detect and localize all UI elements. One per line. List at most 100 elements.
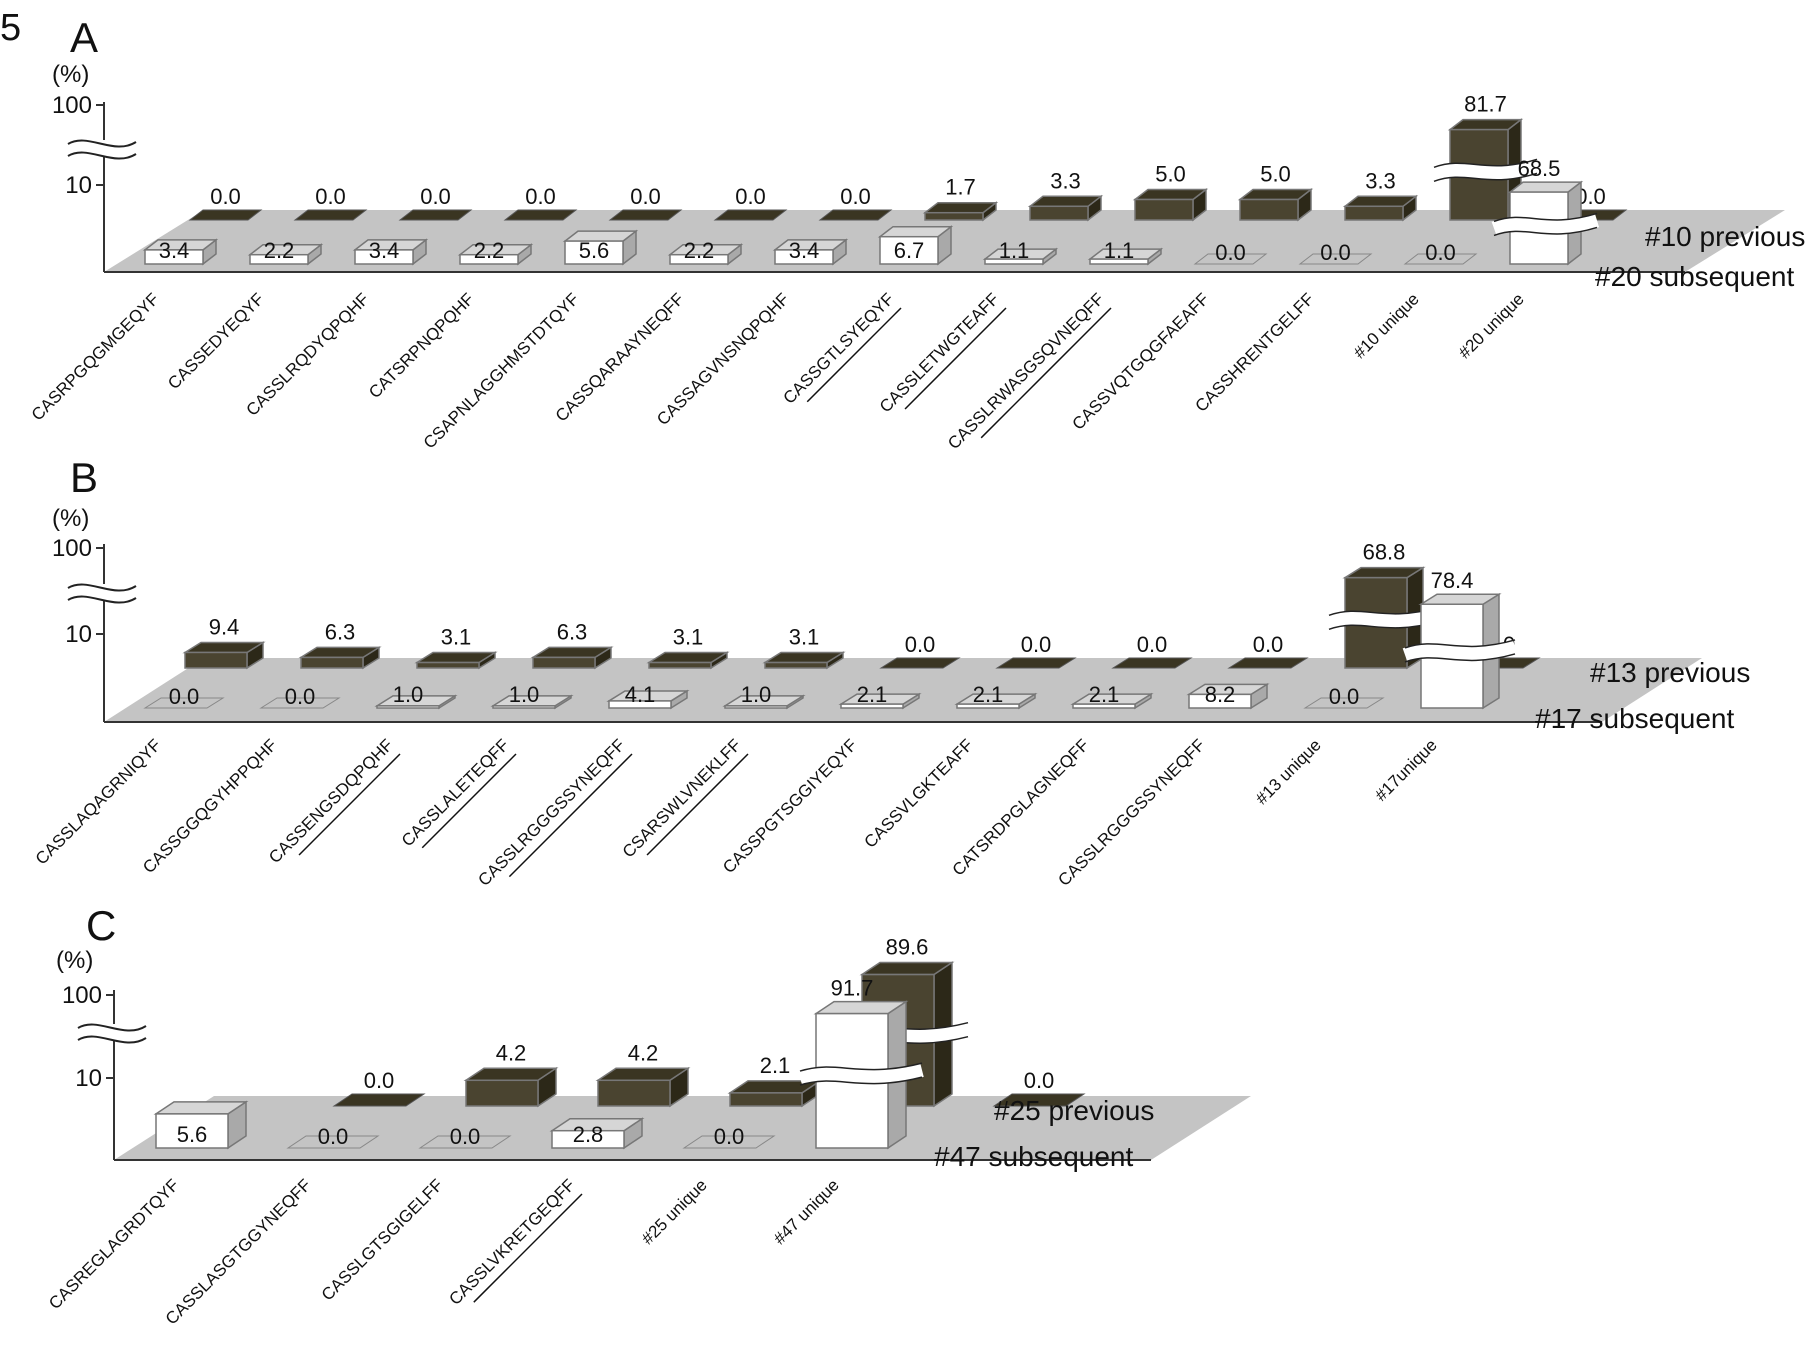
category-label: CASRPGQGMGEQYF [28,289,163,424]
category-label: CASSLASGTGGYNEQFF [162,1175,315,1328]
panel-letter: C [86,902,116,949]
value-label-previous: 3.3 [1365,168,1396,193]
category-label: #20 unique [1455,289,1528,362]
value-label-subsequent: 2.1 [1089,682,1120,707]
value-label-previous: 3.1 [789,625,820,650]
bar-subsequent-10 [1193,253,1268,265]
bar-subsequent-3-front [551,1129,625,1149]
bar-subsequent-13-top [1507,181,1584,193]
bar-previous-0 [188,209,263,221]
value-label-subsequent: 91.7 [831,976,874,1001]
category-label: CASSEDYEQYF [164,289,268,393]
category-label: CASSLETWGTEAFF [876,289,1003,416]
bar-subsequent-7-front [956,703,1020,709]
bar-previous-5 [762,651,846,670]
y-unit: (%) [52,61,89,88]
bar-subsequent-10 [1303,697,1385,709]
y-tick-label: 10 [65,172,92,199]
value-label-subsequent: 68.5 [1518,156,1561,181]
bar-previous-2-front [597,1079,671,1107]
category-label: CASSPGTSGGIYEQYF [719,735,861,877]
category-underline [421,753,517,849]
category-label: CATSRDPGLAGNEQFF [949,735,1093,879]
value-label-previous: 3.3 [1050,168,1081,193]
bar-subsequent-5-front [724,705,788,709]
bar-subsequent-9 [1186,683,1270,710]
category-label: CASSGTLSYEQYF [780,289,898,407]
bar-previous-0-front [184,651,248,669]
bar-previous-6 [879,657,961,669]
bar-subsequent-4 [682,1135,776,1149]
bar-subsequent-13 [1491,180,1600,266]
value-label-previous: 0.0 [364,1068,395,1093]
value-label-subsequent: 0.0 [714,1124,745,1149]
value-label-subsequent: 1.1 [1104,238,1135,263]
value-label-previous: 0.0 [735,184,766,209]
bar-previous-8 [1111,657,1193,669]
value-label-previous: 89.6 [886,935,929,960]
bar-previous-4-front [648,661,712,669]
bar-subsequent-12 [1403,253,1478,265]
category-label: #17unique [1371,735,1441,805]
category-label: CASSVLGKTEAFF [861,735,977,851]
legend-subsequent: #17 subsequent [1535,703,1735,734]
bar-previous-11-top [1342,195,1419,208]
bar-previous-8-front [1029,205,1089,221]
legend-previous: #25 previous [994,1095,1154,1126]
bar-subsequent-3-front [492,705,556,709]
bar-previous-9-top [1132,188,1209,201]
category-label: #47 unique [770,1175,843,1248]
value-label-previous: 0.0 [630,184,661,209]
bar-previous-1 [298,646,382,670]
bar-previous-2 [398,209,473,221]
value-label-subsequent: 0.0 [318,1124,349,1149]
value-label-previous: 2.1 [760,1053,791,1078]
bar-subsequent-11-break-line-2 [1404,653,1516,663]
bar-previous-2 [595,1066,691,1108]
bar-previous-0 [332,1093,426,1107]
value-label-previous: 4.2 [628,1040,659,1065]
bar-previous-7 [995,657,1077,669]
bar-previous-3-front [532,656,596,669]
bar-subsequent-8 [1070,692,1154,710]
value-label-previous: 0.0 [1024,1068,1055,1093]
bar-subsequent-6-front [774,249,834,265]
bar-subsequent-8-front [984,258,1044,265]
bar-previous-8-top [1027,195,1104,208]
bar-previous-10 [1237,187,1314,222]
value-label-subsequent: 1.0 [741,682,772,707]
bar-subsequent-3-front [459,253,519,265]
bar-previous-3 [530,646,614,670]
axis-break-line-2 [67,595,137,604]
axis-break-line-2 [67,151,137,160]
value-label-subsequent: 1.0 [393,682,424,707]
value-label-subsequent: 2.2 [684,238,715,263]
y-tick-label: 100 [52,92,92,119]
value-label-previous: 6.3 [325,619,356,644]
value-label-previous: 0.0 [315,184,346,209]
value-label-subsequent: 2.2 [264,238,295,263]
bar-subsequent-1 [286,1135,380,1149]
bar-subsequent-5-break-line-2 [799,1076,923,1086]
category-label: CASSENGSDQPQHF [265,735,397,867]
bar-subsequent-6 [838,692,922,710]
value-label-subsequent: 0.0 [1329,684,1360,709]
figure-number: 5 [0,7,21,49]
axis-break-gap [90,140,118,156]
bar-subsequent-3 [490,694,574,710]
bar-subsequent-5-break-line-1 [799,1062,923,1072]
axis-break-gap [90,584,118,600]
value-label-subsequent: 5.6 [177,1122,208,1147]
legend-previous: #10 previous [1645,221,1805,252]
bar-subsequent-0 [142,238,219,266]
bar-subsequent-13-break-line-1 [1493,212,1598,223]
bar-previous-5-front [764,661,828,669]
bar-subsequent-0 [143,697,225,709]
bar-previous-9 [1132,187,1209,222]
bar-subsequent-2 [418,1135,512,1149]
bar-subsequent-11 [1402,592,1517,710]
bar-previous-10-front [1239,198,1299,221]
value-label-previous: 5.0 [1155,162,1186,187]
panel-letter: A [70,14,98,61]
